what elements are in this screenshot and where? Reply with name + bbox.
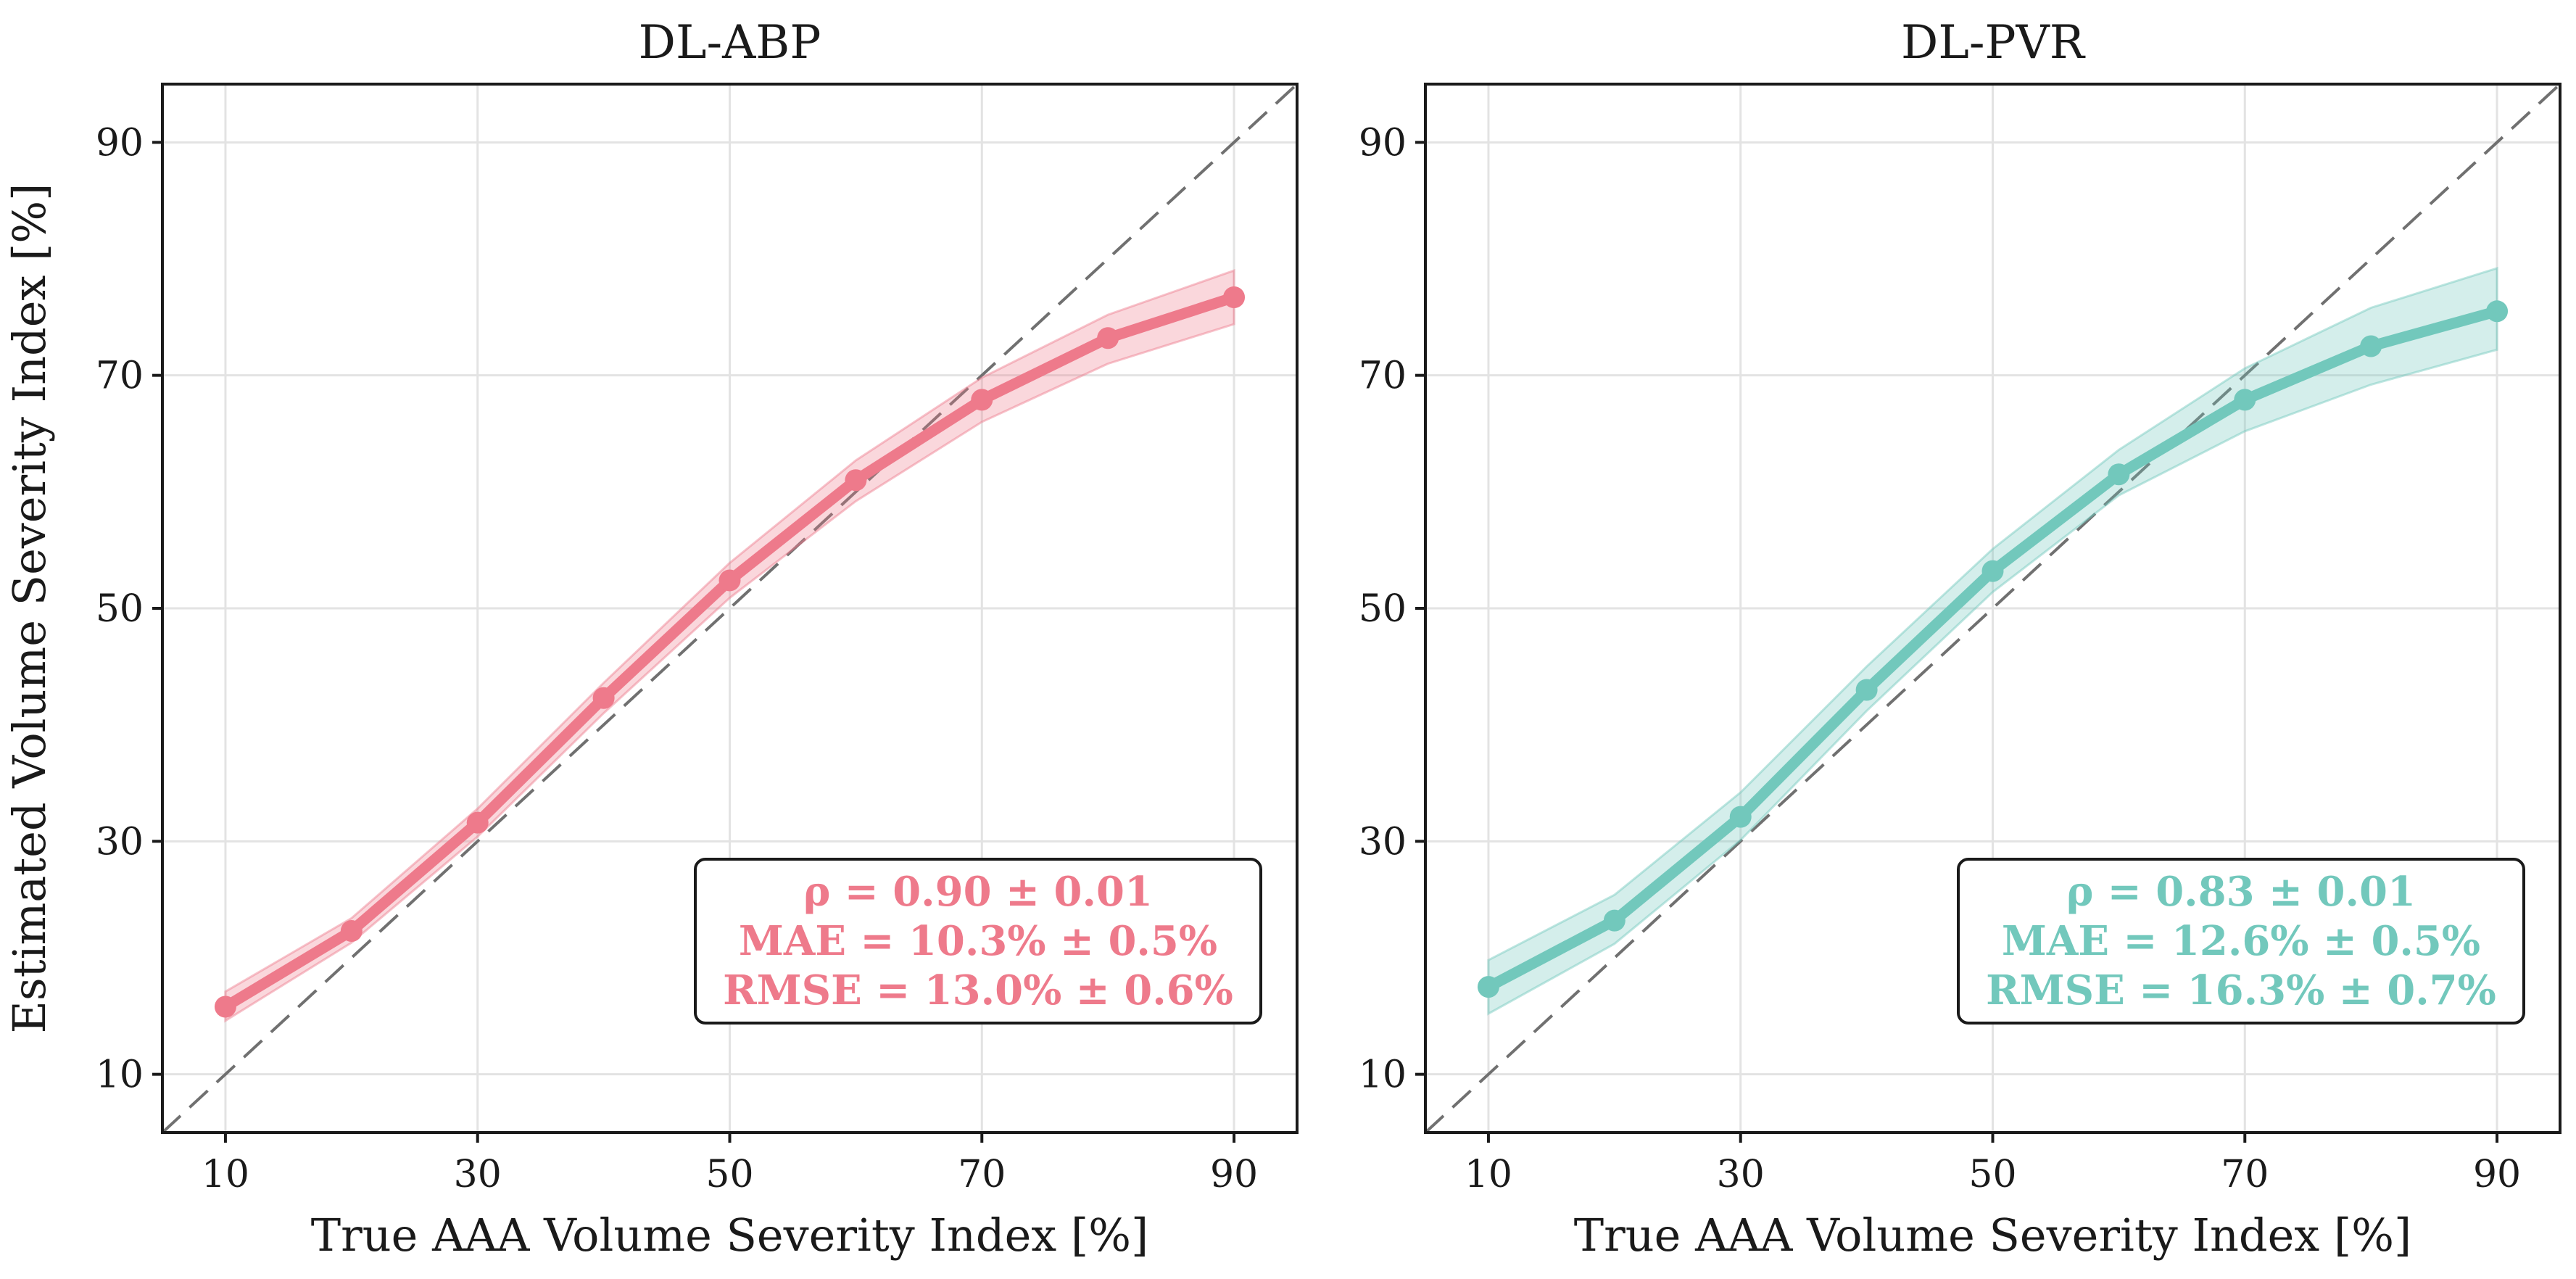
data-point [1097, 327, 1119, 349]
x-axis-label: True AAA Volume Severity Index [%] [311, 1209, 1148, 1262]
x-tick-label: 70 [2221, 1153, 2269, 1196]
data-point [1855, 679, 1878, 701]
chart-title: DL-ABP [639, 16, 821, 70]
stats-line: MAE = 10.3% ± 0.5% [739, 917, 1217, 965]
plot-content [162, 84, 1297, 1133]
x-tick-label: 30 [1717, 1153, 1765, 1196]
y-tick-label: 50 [1359, 587, 1407, 631]
stats-line: RMSE = 13.0% ± 0.6% [723, 967, 1233, 1014]
stats-line: ρ = 0.83 ± 0.01 [2066, 868, 2416, 916]
chart-title: DL-PVR [1901, 16, 2086, 70]
data-point [1603, 909, 1625, 932]
y-axis-label: Estimated Volume Severity Index [%] [3, 183, 56, 1034]
stats-line: MAE = 12.6% ± 0.5% [2002, 917, 2480, 965]
x-tick-label: 70 [958, 1153, 1006, 1196]
x-tick-label: 90 [1210, 1153, 1258, 1196]
chart-panel-1: 10 30 50 70 90 10 30 50 70 90 DL-ABP True AAA Volum… [3, 16, 1299, 1262]
stats-line: ρ = 0.90 ± 0.01 [803, 868, 1153, 916]
stats-box [1957, 858, 2525, 1025]
data-point [466, 811, 489, 834]
x-tick-label: 10 [1465, 1153, 1512, 1196]
stats-box [694, 858, 1262, 1025]
stats-line: RMSE = 16.3% ± 0.7% [1986, 967, 2496, 1014]
y-tick-label: 70 [1359, 355, 1407, 398]
y-tick-label: 90 [96, 121, 144, 165]
plot-content [1425, 84, 2560, 1133]
data-point [1477, 976, 1499, 998]
data-point [2108, 463, 2130, 486]
data-point [2486, 300, 2509, 323]
y-tick-label: 90 [1359, 121, 1407, 165]
chart-panel-2: 10 30 50 70 90 10 30 50 70 90 DL-PVR True AAA Volum… [1359, 16, 2561, 1262]
x-tick-label: 30 [454, 1153, 502, 1196]
x-tick-label: 90 [2473, 1153, 2521, 1196]
y-tick-label: 50 [96, 587, 144, 631]
data-point [2234, 389, 2256, 411]
y-tick-label: 10 [1359, 1054, 1407, 1097]
x-tick-label: 50 [1968, 1153, 2016, 1196]
x-tick-label: 10 [202, 1153, 249, 1196]
y-tick-label: 70 [96, 355, 144, 398]
x-axis-label: True AAA Volume Severity Index [%] [1574, 1209, 2411, 1262]
x-tick-label: 50 [705, 1153, 753, 1196]
y-tick-label: 30 [96, 820, 144, 864]
data-point [971, 389, 993, 411]
y-tick-label: 10 [96, 1054, 144, 1097]
data-point [718, 569, 741, 592]
data-point [340, 920, 363, 943]
y-tick-label: 30 [1359, 820, 1407, 864]
data-point [1729, 806, 1752, 828]
data-point [2360, 335, 2382, 357]
data-point [592, 687, 615, 709]
data-point [1223, 286, 1246, 309]
data-point [1981, 560, 2004, 582]
data-point [845, 469, 867, 492]
data-point [214, 996, 236, 1018]
